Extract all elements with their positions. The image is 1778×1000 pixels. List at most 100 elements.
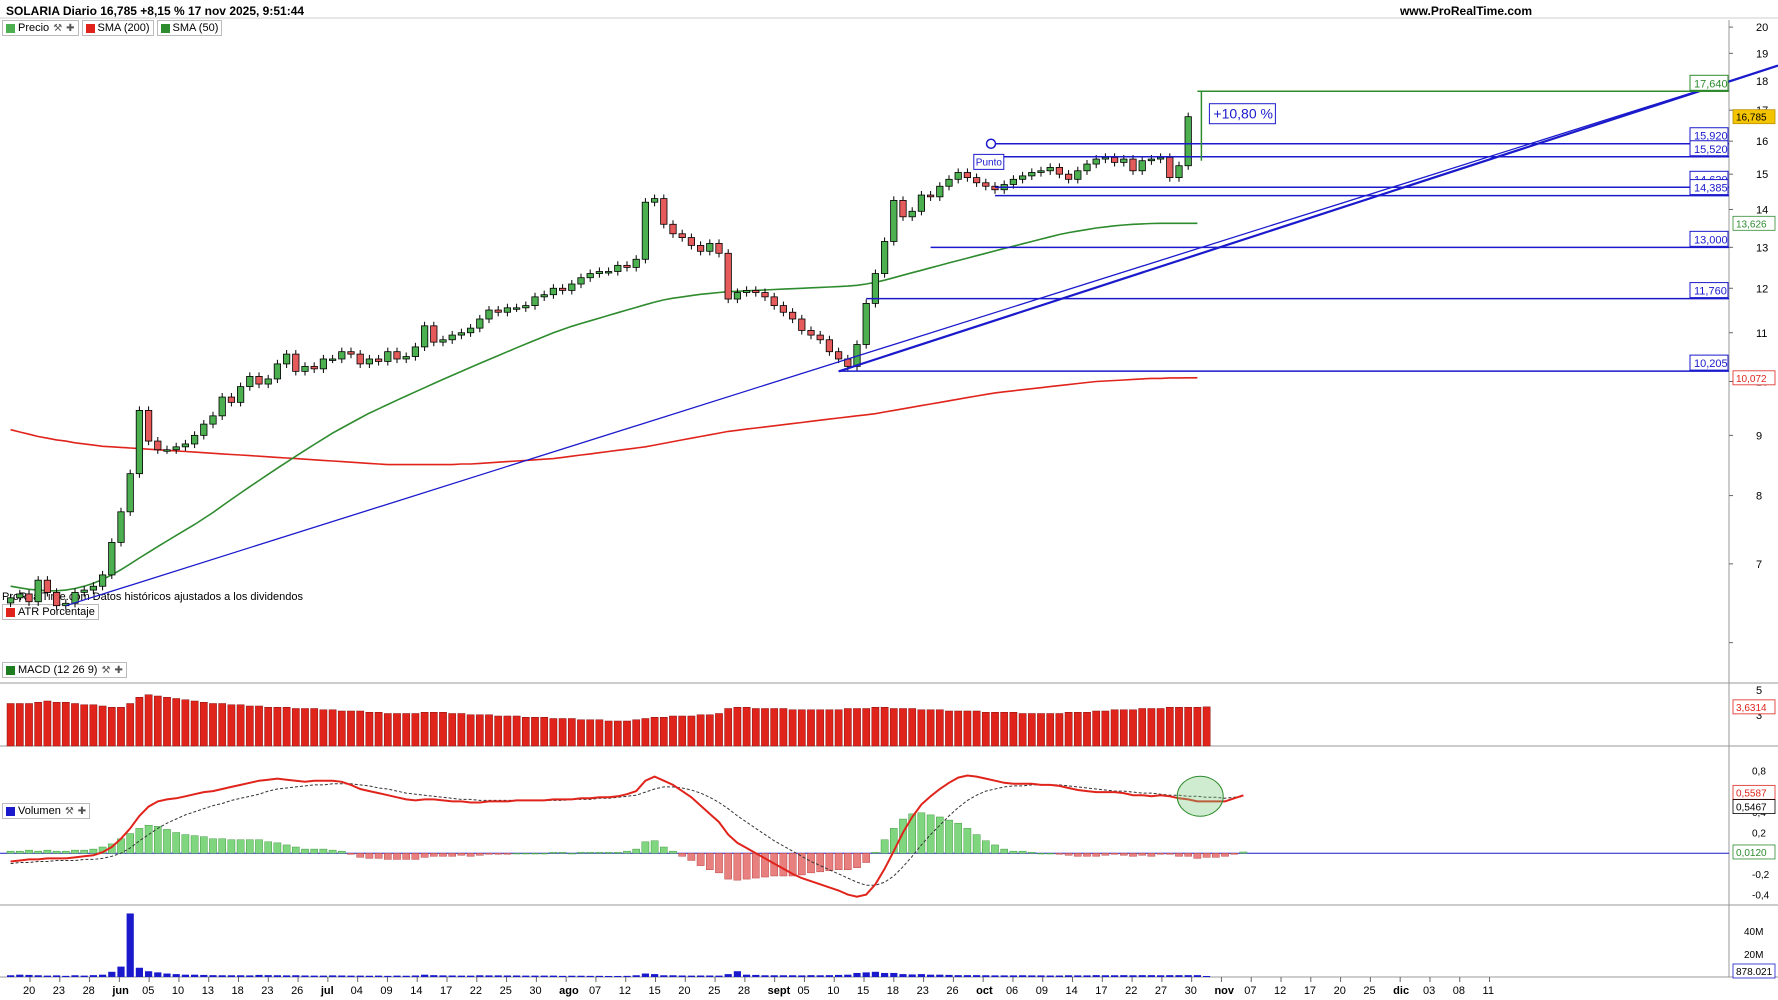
candle <box>743 290 751 293</box>
legend-item[interactable]: SMA (50) <box>156 20 223 36</box>
add-icon[interactable]: ✚ <box>66 22 75 34</box>
macd-histogram-bar <box>1064 853 1073 856</box>
candle <box>154 440 162 451</box>
volume-bar <box>1138 975 1146 977</box>
atr-bar <box>650 717 659 747</box>
volume-bar <box>513 975 521 977</box>
macd-histogram-bar <box>1101 853 1110 856</box>
candle <box>1083 163 1091 172</box>
candle <box>890 200 898 242</box>
macd-histogram-bar <box>871 851 880 854</box>
volume-bar <box>973 975 981 977</box>
last-value-label: 10,072 <box>1736 374 1767 385</box>
atr-bar <box>595 719 604 747</box>
macd-histogram-bar <box>1018 850 1027 854</box>
macd-histogram-bar <box>6 850 15 854</box>
x-axis-label: 22 <box>1125 985 1137 997</box>
macd-pane-label[interactable]: MACD (12 26 9) ⚒ ✚ <box>2 662 127 678</box>
macd-histogram-bar <box>972 834 981 854</box>
candle <box>439 339 447 343</box>
x-axis-label: 12 <box>619 985 631 997</box>
price-axis-label: 19 <box>1756 48 1768 60</box>
legend-item[interactable]: SMA (200) <box>81 20 154 36</box>
candle <box>503 307 512 313</box>
atr-axis-label: 3 <box>1756 710 1762 722</box>
atr-bar <box>71 703 79 747</box>
volume-bar <box>430 975 438 977</box>
macd-histogram-bar <box>798 853 806 876</box>
pct-box <box>1208 103 1276 125</box>
add-icon[interactable]: ✚ <box>114 664 123 676</box>
volume-bar <box>927 974 935 977</box>
atr-bar <box>981 712 990 747</box>
candle <box>614 264 622 272</box>
macd-histogram-bar <box>742 853 751 880</box>
pct-label: +10,80 % <box>1213 106 1273 122</box>
macd-histogram-bar <box>880 839 889 854</box>
macd-histogram-bar <box>1239 851 1248 854</box>
wrench-icon[interactable]: ⚒ <box>53 22 63 34</box>
sma-line <box>10 222 1198 592</box>
volume-bar <box>687 975 695 977</box>
macd-histogram-bar <box>374 853 383 859</box>
macd-last-label: 0,5587 <box>1736 788 1767 799</box>
candle <box>227 396 235 403</box>
volume-bar <box>384 975 392 977</box>
site-label[interactable]: www.ProRealTime.com <box>1399 4 1532 18</box>
atr-bar <box>1119 709 1128 747</box>
atr-bar <box>1147 708 1156 747</box>
x-axis-label: 28 <box>738 985 750 997</box>
macd-histogram-bar <box>209 838 217 854</box>
atr-pane-label[interactable]: ATR Porcentaje <box>2 604 99 620</box>
volume-bar <box>899 974 907 977</box>
x-axis-label: ago <box>559 985 579 997</box>
macd-histogram-bar <box>954 822 962 854</box>
macd-histogram-bar <box>430 853 438 857</box>
macd-histogram-bar <box>512 853 521 855</box>
candle <box>255 375 263 385</box>
volume-pane-label[interactable]: Volumen ⚒ ✚ <box>2 803 91 819</box>
macd-histogram-bar <box>338 850 346 854</box>
volume-bar <box>890 972 898 977</box>
volume-bar <box>16 974 24 977</box>
wrench-icon[interactable]: ⚒ <box>101 664 111 676</box>
macd-histogram-bar <box>715 853 723 874</box>
wrench-icon[interactable]: ⚒ <box>64 805 74 817</box>
x-axis-label: 07 <box>589 985 601 997</box>
volume-bar <box>126 913 134 977</box>
candle <box>816 334 824 341</box>
atr-bar <box>291 708 300 747</box>
candle <box>531 296 539 307</box>
macd-histogram-bar <box>641 841 650 854</box>
x-axis-label: 09 <box>1036 985 1048 997</box>
macd-histogram-bar <box>1184 853 1192 857</box>
x-axis-label: 14 <box>1066 985 1078 997</box>
line-icon <box>85 23 95 33</box>
volume-bar <box>945 974 953 977</box>
x-axis-label: nov <box>1214 985 1234 997</box>
x-axis-label: 26 <box>946 985 958 997</box>
atr-bar <box>264 707 273 747</box>
volume-bar <box>577 975 585 977</box>
legend-item[interactable]: Precio ⚒ ✚ <box>2 20 79 36</box>
candle <box>1101 157 1109 160</box>
volume-bar <box>871 971 879 977</box>
atr-bar <box>871 707 880 747</box>
volume-bar <box>1028 975 1036 977</box>
atr-bar <box>531 717 539 747</box>
candle <box>770 296 778 307</box>
atr-bar <box>1092 710 1101 747</box>
candle <box>660 198 668 225</box>
macd-histogram-bar <box>540 853 548 855</box>
volume-bar <box>338 975 346 977</box>
price-axis-label: 14 <box>1756 204 1768 216</box>
candle <box>605 271 613 274</box>
volume-bar <box>71 975 79 977</box>
candle <box>1138 160 1146 172</box>
volume-bar <box>53 975 61 977</box>
macd-histogram-bar <box>1046 853 1054 855</box>
add-icon[interactable]: ✚ <box>77 805 87 817</box>
candle <box>641 201 650 260</box>
x-axis-label: 06 <box>1006 985 1018 997</box>
